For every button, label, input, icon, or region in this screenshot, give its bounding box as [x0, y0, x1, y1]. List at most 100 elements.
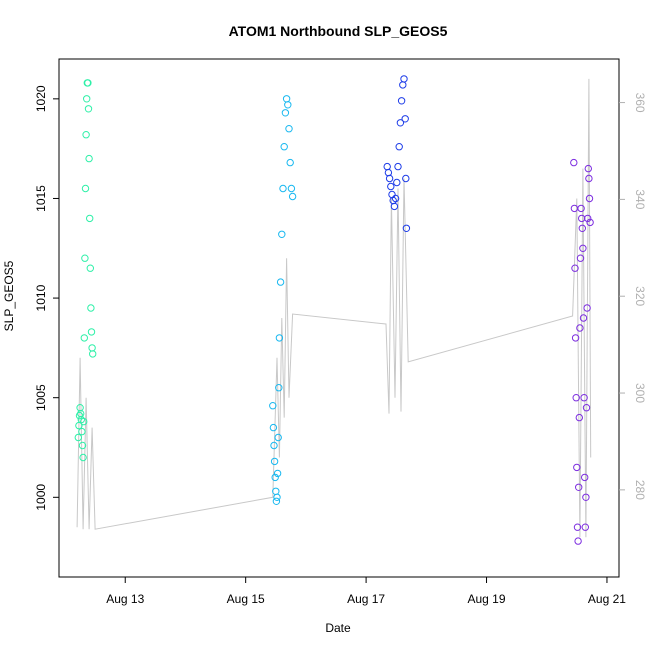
x-tick-label: Aug 19	[468, 592, 506, 606]
data-point	[385, 174, 394, 183]
data-point	[571, 334, 580, 342]
data-point	[577, 204, 585, 213]
data-point	[583, 304, 591, 312]
data-point	[74, 433, 83, 442]
data-point	[87, 328, 96, 336]
data-point	[579, 244, 587, 253]
data-point	[282, 95, 291, 103]
data-point	[286, 158, 294, 167]
data-point	[81, 184, 90, 193]
data-point	[584, 214, 592, 223]
y-tick-label: 1015	[34, 185, 48, 212]
data-point	[87, 304, 95, 312]
data-point	[89, 350, 97, 358]
data-point	[287, 184, 296, 193]
data-point	[78, 427, 86, 436]
data-point	[276, 278, 285, 286]
data-point	[581, 473, 589, 482]
data-point	[77, 415, 86, 424]
data-point	[572, 394, 580, 402]
data-point	[86, 214, 94, 223]
data-point	[402, 174, 410, 183]
data-point	[280, 143, 288, 151]
data-point	[396, 119, 405, 127]
y-tick-label: 1010	[34, 284, 48, 311]
data-point	[394, 162, 402, 171]
data-point	[584, 164, 592, 173]
data-point	[576, 254, 585, 262]
data-point	[585, 174, 593, 183]
data-point	[578, 214, 586, 223]
y2-tick-label: 320	[633, 286, 647, 306]
data-point	[285, 125, 293, 133]
data-point	[80, 417, 88, 426]
data-point	[391, 194, 400, 203]
data-point	[269, 423, 278, 432]
series-segment-4	[570, 158, 594, 545]
data-point	[384, 168, 393, 177]
data-point	[273, 469, 282, 478]
data-point	[401, 115, 409, 123]
data-point	[281, 109, 290, 117]
y-axis-label: SLP_GEOS5	[2, 260, 16, 331]
data-point	[278, 230, 286, 239]
data-point	[578, 224, 586, 233]
data-point	[575, 483, 583, 491]
x-tick-label: Aug 17	[347, 592, 385, 606]
data-point	[84, 79, 92, 87]
data-point	[393, 178, 401, 187]
data-point	[78, 441, 87, 450]
data-point	[576, 324, 584, 332]
y2-tick-label: 340	[633, 189, 647, 209]
data-point	[83, 95, 91, 103]
data-point	[580, 394, 588, 402]
series-segment-3	[383, 75, 411, 233]
chart-title: ATOM1 Northbound SLP_GEOS5	[229, 23, 448, 39]
data-point	[271, 473, 279, 482]
data-point	[273, 493, 281, 501]
data-point	[582, 404, 591, 412]
reference-line	[76, 78, 592, 538]
series-segment-2	[269, 95, 297, 505]
data-point	[397, 97, 406, 105]
data-point	[81, 254, 89, 262]
x-axis-label: Date	[325, 621, 351, 635]
data-point	[75, 411, 84, 420]
data-point	[82, 131, 90, 139]
data-points-layer	[74, 75, 594, 545]
data-point	[275, 334, 284, 342]
data-point	[585, 194, 594, 203]
data-point	[402, 224, 411, 233]
data-point	[274, 433, 282, 442]
data-point	[383, 162, 391, 171]
data-point	[284, 101, 292, 109]
data-point	[270, 457, 279, 466]
data-point	[575, 413, 583, 422]
x-tick-label: Aug 15	[227, 592, 265, 606]
x-tick-label: Aug 21	[588, 592, 626, 606]
data-point	[388, 190, 396, 199]
data-point	[270, 441, 278, 450]
data-point	[581, 523, 589, 531]
data-point	[582, 493, 590, 501]
data-point	[269, 402, 277, 410]
data-point	[399, 81, 407, 89]
plot-frame	[58, 58, 620, 578]
y-axis-right: 280 300 320 340 360	[619, 93, 647, 500]
y-axis-left: 1000 1005 1010 1015 1020	[34, 85, 59, 511]
data-point	[586, 218, 594, 227]
data-point	[79, 453, 87, 462]
data-point	[387, 182, 395, 191]
data-point	[570, 158, 578, 167]
data-point	[571, 264, 579, 272]
data-point	[573, 523, 582, 531]
series-segment-1	[74, 79, 97, 462]
data-point	[272, 487, 280, 495]
x-tick-label: Aug 13	[106, 592, 144, 606]
data-point	[279, 184, 287, 193]
data-point	[395, 143, 403, 151]
y-tick-label: 1005	[34, 384, 48, 411]
y-tick-label: 1000	[34, 484, 48, 511]
data-point	[288, 192, 297, 201]
data-point	[579, 314, 588, 322]
